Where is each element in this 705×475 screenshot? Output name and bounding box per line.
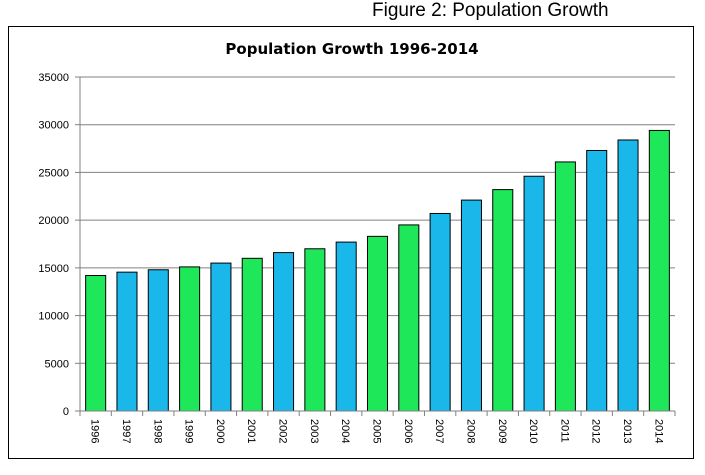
bar-1996 — [85, 274, 107, 412]
x-tick-label: 2014 — [652, 419, 664, 443]
bars — [85, 129, 670, 412]
y-tick-label: 30000 — [38, 120, 69, 132]
x-tick-label: 1998 — [151, 419, 163, 443]
figure-caption: Figure 2: Population Growth — [372, 0, 609, 21]
x-tick-label: 1999 — [183, 419, 195, 443]
bar-2004 — [335, 241, 357, 412]
bar-2006 — [398, 224, 420, 412]
bar-2011 — [554, 161, 576, 412]
bar-2005 — [366, 235, 389, 412]
bar-1999 — [179, 266, 201, 412]
x-tick-label: 2010 — [527, 419, 539, 443]
x-tick-label: 2001 — [245, 419, 257, 443]
x-tick-label: 2005 — [371, 419, 383, 443]
bar-2012 — [586, 149, 608, 412]
x-tick-label: 2012 — [590, 419, 602, 443]
x-tick-label: 2002 — [277, 419, 289, 443]
y-tick-label: 25000 — [38, 167, 69, 179]
bar-2001 — [241, 257, 263, 412]
bar-1998 — [147, 269, 169, 412]
bar-2010 — [523, 175, 545, 412]
bar-1997 — [116, 271, 138, 412]
y-tick-labels: 0 5000 10000 15000 20000 25000 30000 35000 — [38, 72, 69, 418]
axes — [79, 77, 675, 412]
bar-2003 — [304, 248, 326, 412]
x-tick-label: 2006 — [402, 419, 414, 443]
y-tick-label: 20000 — [38, 215, 69, 227]
x-tick-label: 2011 — [558, 419, 570, 443]
bar-2000 — [210, 262, 232, 412]
x-tick-label: 2013 — [621, 419, 633, 443]
x-tick-labels: 1996 1997 1998 1999 2000 2001 2002 2003 2004 2005… — [79, 411, 676, 443]
x-tick-label: 2008 — [464, 419, 476, 443]
x-tick-label: 1996 — [89, 419, 101, 443]
bar-2014 — [648, 129, 670, 412]
x-tick-label: 1997 — [120, 419, 132, 443]
chart-title: Population Growth 1996-2014 — [225, 40, 478, 58]
y-tick-label: 0 — [63, 406, 69, 418]
bar-2013 — [617, 139, 639, 412]
bar-2009 — [492, 189, 514, 412]
bar-2008 — [460, 199, 482, 412]
y-tick-label: 15000 — [38, 263, 69, 275]
x-tick-label: 2004 — [339, 419, 351, 443]
x-tick-label: 2000 — [214, 419, 226, 443]
x-tick-label: 2003 — [308, 419, 320, 443]
bar-2007 — [429, 212, 451, 412]
y-tick-label: 10000 — [38, 311, 69, 323]
y-tick-label: 5000 — [45, 358, 69, 370]
y-tick-label: 35000 — [38, 72, 69, 84]
x-tick-label: 2009 — [496, 419, 508, 443]
bar-2002 — [273, 252, 295, 412]
x-tick-label: 2007 — [433, 419, 445, 443]
